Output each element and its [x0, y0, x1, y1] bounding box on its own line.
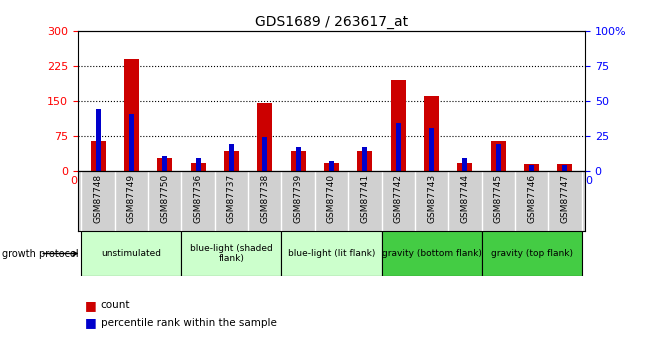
- Text: GSM87743: GSM87743: [427, 174, 436, 223]
- Bar: [190, 162, 205, 171]
- Text: GSM87747: GSM87747: [560, 174, 569, 223]
- Text: GSM87749: GSM87749: [127, 174, 136, 223]
- Bar: [496, 145, 500, 171]
- Bar: [482, 231, 582, 276]
- Text: blue-light (lit flank): blue-light (lit flank): [288, 249, 375, 258]
- Text: gravity (bottom flank): gravity (bottom flank): [382, 249, 482, 258]
- Bar: [358, 151, 372, 171]
- Bar: [263, 137, 267, 171]
- Bar: [181, 231, 281, 276]
- Bar: [324, 162, 339, 171]
- Bar: [558, 165, 573, 171]
- Bar: [90, 141, 105, 171]
- Bar: [229, 145, 234, 171]
- Bar: [196, 158, 201, 171]
- Bar: [129, 114, 134, 171]
- Text: gravity (top flank): gravity (top flank): [491, 249, 573, 258]
- Text: GSM87750: GSM87750: [160, 174, 169, 223]
- Bar: [382, 231, 482, 276]
- Text: blue-light (shaded
flank): blue-light (shaded flank): [190, 244, 273, 263]
- Text: GSM87741: GSM87741: [360, 174, 369, 223]
- Text: ■: ■: [84, 316, 96, 329]
- Bar: [296, 147, 301, 171]
- Bar: [124, 59, 139, 171]
- Title: GDS1689 / 263617_at: GDS1689 / 263617_at: [255, 14, 408, 29]
- Text: percentile rank within the sample: percentile rank within the sample: [101, 318, 277, 327]
- Text: GSM87738: GSM87738: [260, 174, 269, 223]
- Bar: [429, 128, 434, 171]
- Text: 0: 0: [586, 176, 593, 186]
- Bar: [562, 165, 567, 171]
- Bar: [396, 124, 400, 171]
- Text: GSM87745: GSM87745: [494, 174, 503, 223]
- Text: GSM87740: GSM87740: [327, 174, 336, 223]
- Bar: [157, 158, 172, 171]
- Bar: [391, 80, 406, 171]
- Bar: [458, 162, 473, 171]
- Bar: [424, 96, 439, 171]
- Bar: [257, 104, 272, 171]
- Text: count: count: [101, 300, 130, 310]
- Bar: [96, 109, 101, 171]
- Bar: [462, 158, 467, 171]
- Bar: [529, 165, 534, 171]
- Bar: [329, 161, 334, 171]
- Bar: [224, 151, 239, 171]
- Text: growth protocol: growth protocol: [2, 248, 79, 258]
- Text: GSM87748: GSM87748: [94, 174, 103, 223]
- Bar: [524, 165, 539, 171]
- Bar: [162, 156, 167, 171]
- Text: GSM87746: GSM87746: [527, 174, 536, 223]
- Text: unstimulated: unstimulated: [101, 249, 161, 258]
- Bar: [81, 231, 181, 276]
- Text: GSM87737: GSM87737: [227, 174, 236, 223]
- Text: GSM87742: GSM87742: [394, 174, 403, 223]
- Bar: [291, 151, 306, 171]
- Text: GSM87744: GSM87744: [460, 174, 469, 223]
- Bar: [362, 147, 367, 171]
- Bar: [281, 231, 382, 276]
- Bar: [491, 141, 506, 171]
- Text: ■: ■: [84, 299, 96, 312]
- Text: GSM87739: GSM87739: [294, 174, 303, 223]
- Text: 0: 0: [70, 176, 77, 186]
- Text: GSM87736: GSM87736: [194, 174, 203, 223]
